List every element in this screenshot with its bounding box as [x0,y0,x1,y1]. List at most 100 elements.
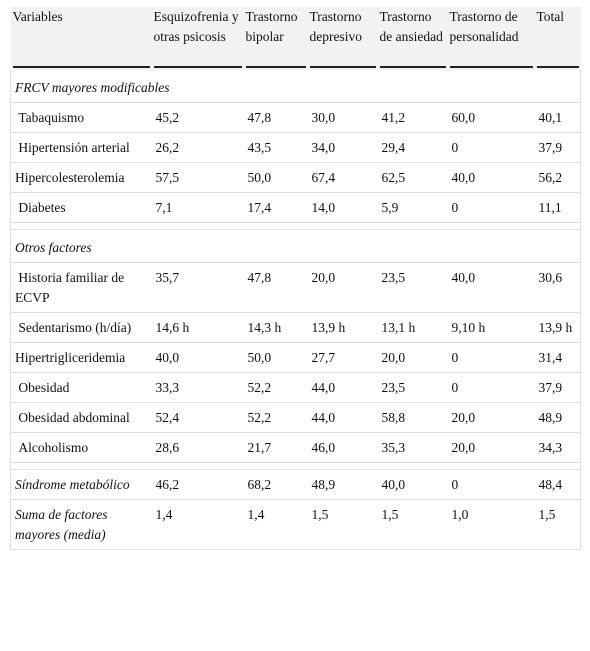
table-cell: 1,4 [151,499,244,550]
table-cell: 40,1 [534,102,581,133]
table-cell: 35,7 [151,262,244,313]
header-esquizofrenia: Esquizofrenia y otras psicosis [151,7,244,70]
table-cell: 20,0 [377,342,448,373]
table-cell: 44,0 [307,402,378,433]
table-row: Historia familiar de ECVP 35,7 47,8 20,0 23,… [10,262,581,313]
table-cell: 7,1 [151,192,244,223]
row-label: Síndrome metabólico [10,469,152,500]
table-cell: 48,4 [534,469,581,500]
table-cell: 9,10 h [447,312,535,343]
table-cell: 62,5 [377,162,448,193]
table-cell: 11,1 [534,192,581,223]
table-cell: 40,0 [377,469,448,500]
table-row: Hipertensión arterial 26,2 43,5 34,0 29,4 0 37… [10,132,581,163]
table-cell: 34,0 [307,132,378,163]
table-row: Obesidad 33,3 52,2 44,0 23,5 0 37,9 [10,372,581,403]
table-cell: 1,4 [243,499,308,550]
table-cell: 0 [447,192,535,223]
table-cell: 50,0 [243,162,308,193]
table-cell: 29,4 [377,132,448,163]
row-label: Hipercolesterolemia [10,162,152,193]
section-title: Otros factores [10,229,581,263]
risk-factors-table: Variables Esquizofrenia y otras psicosis… [10,7,581,550]
row-label: Hipertensión arterial [10,132,152,163]
table-cell: 1,5 [377,499,448,550]
spacer-cell [10,222,581,230]
table-cell: 21,7 [243,432,308,463]
table-cell: 41,2 [377,102,448,133]
row-label: Historia familiar de ECVP [10,262,152,313]
table-row: Síndrome metabólico 46,2 68,2 48,9 40,0 0 48,4 [10,469,581,500]
table-cell: 50,0 [243,342,308,373]
table-cell: 27,7 [307,342,378,373]
table-cell: 46,0 [307,432,378,463]
table-cell: 31,4 [534,342,581,373]
row-label: Obesidad abdominal [10,402,152,433]
table-cell: 30,0 [307,102,378,133]
table-cell: 40,0 [447,162,535,193]
table-cell: 37,9 [534,372,581,403]
row-label: Alcoholismo [10,432,152,463]
row-label: Suma de factores mayores (media) [10,499,152,550]
table-cell: 52,2 [243,372,308,403]
row-label: Diabetes [10,192,152,223]
table-cell: 40,0 [151,342,244,373]
section-title: FRCV mayores modificables [10,70,581,103]
table-row: Hipercolesterolemia 57,5 50,0 67,4 62,5 40,0 5… [10,162,581,193]
table-cell: 67,4 [307,162,378,193]
table-cell: 45,2 [151,102,244,133]
table-cell: 1,0 [447,499,535,550]
table-cell: 20,0 [447,432,535,463]
table-cell: 35,3 [377,432,448,463]
table-row: Hipertrigliceridemia 40,0 50,0 27,7 20,0 0 31,… [10,342,581,373]
table-cell: 28,6 [151,432,244,463]
section-header-row: Otros factores [10,229,581,263]
section-header-row: FRCV mayores modificables [10,70,581,103]
table-cell: 46,2 [151,469,244,500]
row-label: Hipertrigliceridemia [10,342,152,373]
table-cell: 44,0 [307,372,378,403]
table-cell: 48,9 [534,402,581,433]
table-row: Suma de factores mayores (media) 1,4 1,4 1,… [10,499,581,550]
table-cell: 17,4 [243,192,308,223]
spacer-cell [10,462,581,470]
table-row: Sedentarismo (h/día) 14,6 h 14,3 h 13,9 h 13… [10,312,581,343]
table-cell: 30,6 [534,262,581,313]
table-cell: 68,2 [243,469,308,500]
table-row: Tabaquismo 45,2 47,8 30,0 41,2 60,0 40,1 [10,102,581,133]
table-cell: 47,8 [243,262,308,313]
header-variables: Variables [10,7,152,70]
header-personalidad: Trastorno de personalidad [447,7,535,70]
table-cell: 52,4 [151,402,244,433]
table-cell: 14,0 [307,192,378,223]
table-cell: 56,2 [534,162,581,193]
table-cell: 13,9 h [534,312,581,343]
row-label: Obesidad [10,372,152,403]
spacer-row [10,222,581,230]
table-cell: 0 [447,469,535,500]
table-cell: 13,1 h [377,312,448,343]
table-cell: 26,2 [151,132,244,163]
table-cell: 33,3 [151,372,244,403]
table-row: Obesidad abdominal 52,4 52,2 44,0 58,8 20,0 48… [10,402,581,433]
table-cell: 43,5 [243,132,308,163]
table-body: FRCV mayores modificables Tabaquismo 45,2… [10,70,581,550]
row-label: Tabaquismo [10,102,152,133]
table-cell: 1,5 [307,499,378,550]
header-total: Total [534,7,581,70]
table-cell: 37,9 [534,132,581,163]
table-cell: 34,3 [534,432,581,463]
table-row: Diabetes 7,1 17,4 14,0 5,9 0 11,1 [10,192,581,223]
table-cell: 0 [447,372,535,403]
table-cell: 52,2 [243,402,308,433]
table-cell: 20,0 [447,402,535,433]
table-cell: 0 [447,132,535,163]
header-depresivo: Trastorno depresivo [307,7,378,70]
table-cell: 58,8 [377,402,448,433]
table-cell: 1,5 [534,499,581,550]
table-cell: 20,0 [307,262,378,313]
header-bipolar: Trastorno bipolar [243,7,308,70]
table-cell: 14,6 h [151,312,244,343]
table-cell: 23,5 [377,262,448,313]
table-cell: 5,9 [377,192,448,223]
